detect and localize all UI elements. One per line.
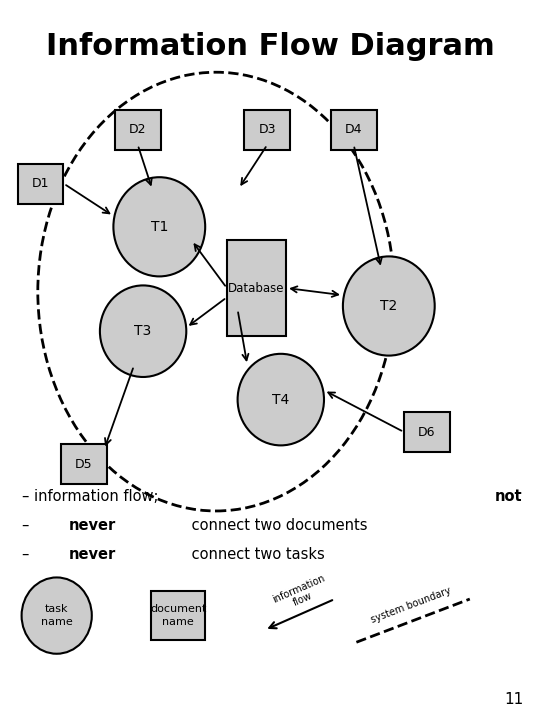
Text: D1: D1	[32, 177, 49, 190]
Ellipse shape	[22, 577, 92, 654]
Text: Information Flow Diagram: Information Flow Diagram	[45, 32, 495, 61]
Text: information
flow: information flow	[271, 572, 331, 615]
Text: D4: D4	[345, 123, 362, 136]
Text: 11: 11	[504, 692, 524, 707]
Text: never: never	[69, 518, 116, 533]
FancyBboxPatch shape	[60, 444, 107, 485]
FancyBboxPatch shape	[404, 412, 449, 452]
Text: T3: T3	[134, 324, 152, 338]
Text: connect two tasks: connect two tasks	[187, 547, 325, 562]
Ellipse shape	[343, 256, 435, 356]
FancyBboxPatch shape	[330, 109, 377, 150]
FancyBboxPatch shape	[151, 591, 205, 640]
FancyBboxPatch shape	[17, 163, 64, 204]
Text: –: –	[22, 518, 33, 533]
Text: –: –	[22, 547, 33, 562]
FancyBboxPatch shape	[114, 109, 161, 150]
Text: never: never	[69, 547, 116, 562]
Ellipse shape	[100, 285, 186, 377]
Text: task
name: task name	[41, 604, 72, 627]
Text: system boundary: system boundary	[370, 585, 453, 625]
Text: – information flow;: – information flow;	[22, 490, 163, 504]
Text: T2: T2	[380, 299, 397, 313]
Text: T1: T1	[151, 220, 168, 234]
Text: document
name: document name	[150, 604, 206, 627]
FancyBboxPatch shape	[244, 109, 291, 150]
Text: Database: Database	[228, 282, 285, 294]
Text: D6: D6	[418, 426, 435, 438]
Ellipse shape	[238, 354, 324, 446]
Text: D2: D2	[129, 123, 146, 136]
Text: T4: T4	[272, 392, 289, 407]
FancyBboxPatch shape	[227, 240, 286, 336]
Ellipse shape	[113, 177, 205, 276]
Text: D3: D3	[259, 123, 276, 136]
Text: not: not	[495, 490, 523, 504]
Text: connect two documents: connect two documents	[187, 518, 368, 533]
Text: D5: D5	[75, 458, 92, 471]
